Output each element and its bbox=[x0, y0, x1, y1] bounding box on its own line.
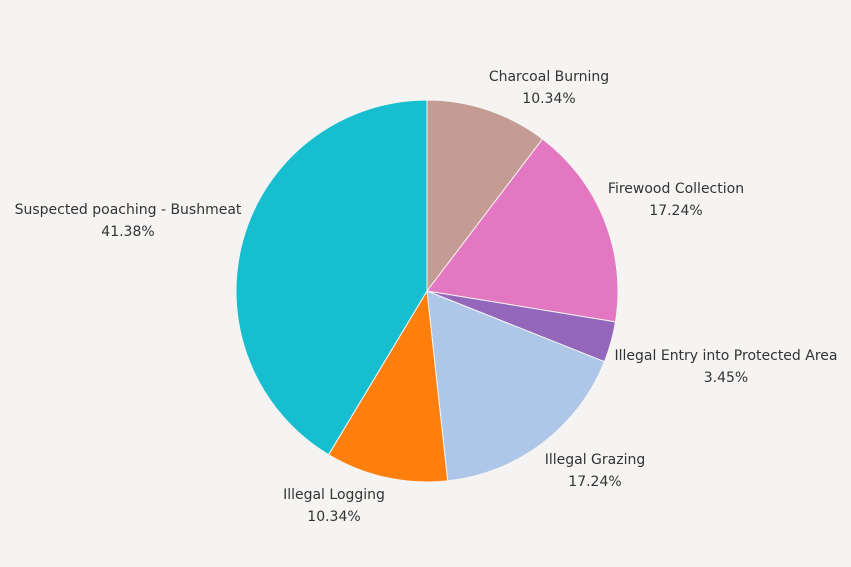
pie-slice-illegal-logging[interactable] bbox=[327, 289, 449, 483]
pie-labels: Charcoal Burning 10.34% Firewood Collectio… bbox=[15, 69, 838, 525]
slice-value-charcoal-burning: 10.34% bbox=[522, 91, 575, 107]
slice-label-illegal-entry-into-protected-area: Illegal Entry into Protected Area bbox=[615, 348, 838, 364]
slice-label-illegal-grazing: Illegal Grazing bbox=[545, 452, 646, 468]
pie-slice-charcoal-burning[interactable] bbox=[426, 99, 544, 293]
pie-slice-firewood-collection[interactable] bbox=[426, 138, 619, 323]
slice-label-illegal-logging: Illegal Logging bbox=[283, 487, 385, 503]
slice-label-firewood-collection: Firewood Collection bbox=[608, 181, 744, 197]
pie-slices bbox=[235, 99, 619, 483]
slice-label-charcoal-burning: Charcoal Burning bbox=[489, 69, 609, 85]
slice-value-suspected-poaching-bushmeat: 41.38% bbox=[101, 224, 154, 240]
pie-slice-illegal-grazing[interactable] bbox=[426, 290, 606, 482]
slice-value-illegal-grazing: 17.24% bbox=[568, 474, 621, 490]
pie-slice-suspected-poaching-bushmeat[interactable] bbox=[235, 99, 428, 456]
slice-label-suspected-poaching-bushmeat: Suspected poaching - Bushmeat bbox=[15, 202, 242, 218]
slice-value-illegal-logging: 10.34% bbox=[307, 509, 360, 525]
slice-value-firewood-collection: 17.24% bbox=[649, 203, 702, 219]
slice-value-illegal-entry-into-protected-area: 3.45% bbox=[704, 370, 748, 386]
